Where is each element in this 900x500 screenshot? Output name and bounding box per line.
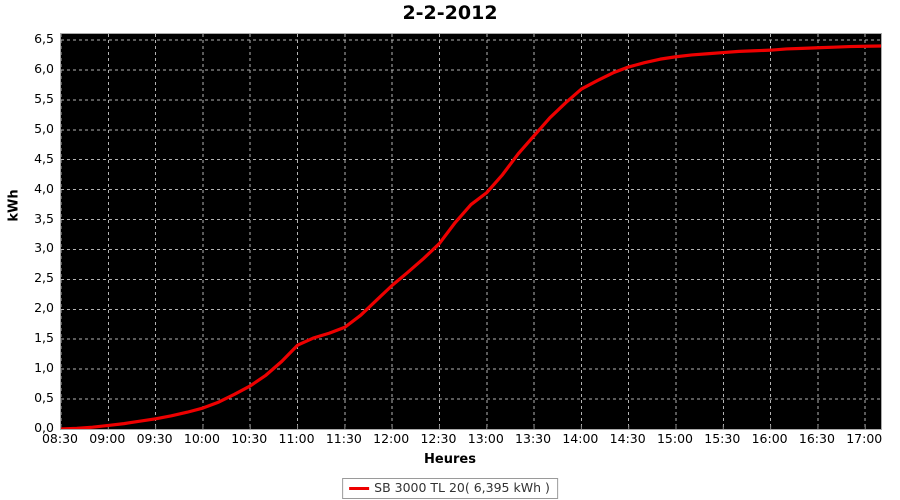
x-tick-label: 12:00 (373, 431, 410, 446)
x-tick-label: 09:30 (136, 431, 173, 446)
y-tick-label: 5,5 (34, 90, 54, 106)
x-tick-label: 14:30 (609, 431, 646, 446)
y-tick-label: 1,5 (34, 330, 54, 346)
x-tick-label: 08:30 (41, 431, 79, 446)
x-tick-label: 16:00 (751, 431, 788, 446)
y-tick-label: 2,0 (34, 300, 54, 316)
chart-title: 2-2-2012 (402, 2, 498, 24)
plot-svg (61, 34, 881, 429)
y-tick-label: 5,0 (34, 120, 54, 136)
y-tick-label: 4,0 (34, 180, 54, 196)
y-tick-label: 3,0 (34, 240, 54, 256)
x-tick-label: 17:00 (846, 431, 883, 446)
chart-legend[interactable]: SB 3000 TL 20( 6,395 kWh ) (342, 478, 558, 499)
x-tick-label: 13:00 (467, 431, 504, 446)
y-tick-label: 2,5 (34, 270, 54, 286)
data-series-group (61, 44, 881, 429)
y-tick-label: 3,5 (34, 210, 54, 226)
plot-area (60, 33, 882, 430)
x-tick-label: 10:30 (231, 431, 268, 446)
x-tick-label: 10:00 (183, 431, 220, 446)
x-tick-label: 14:00 (562, 431, 599, 446)
y-tick-label: 4,5 (34, 150, 54, 166)
y-tick-label: 0,0 (34, 420, 54, 435)
y-tick-label: 1,0 (34, 360, 54, 376)
x-tick-label: 09:00 (89, 431, 126, 446)
data-line (61, 44, 881, 429)
y-tick-label: 6,0 (34, 60, 54, 76)
x-tick-label: 16:30 (798, 431, 835, 446)
x-axis-tick-labels: 08:30 09:00 09:30 10:00 10:30 11:00 11:30 12:00… (0, 432, 900, 450)
legend-series-label: SB 3000 TL 20( 6,395 kWh ) (374, 480, 550, 495)
y-tick-label: 6,5 (34, 30, 54, 46)
y-tick-label: 0,5 (34, 390, 54, 406)
x-tick-label: 15:30 (704, 431, 741, 446)
grid-lines (61, 34, 881, 429)
legend-color-swatch (349, 486, 370, 490)
x-tick-label: 11:30 (325, 431, 362, 446)
y-axis-title: kWh (6, 189, 22, 222)
x-tick-label: 12:30 (420, 431, 457, 446)
x-axis-title: Heures (424, 452, 476, 467)
x-tick-label: 15:00 (656, 431, 694, 446)
y-axis-tick-labels: 0,0 0,5 1,0 1,5 2,0 2,5 3,0 3,5 4,0 4,5 5,0 5,5 6,0 6… (0, 30, 54, 434)
x-tick-label: 13:30 (515, 431, 552, 446)
x-tick-label: 11:00 (278, 431, 315, 446)
